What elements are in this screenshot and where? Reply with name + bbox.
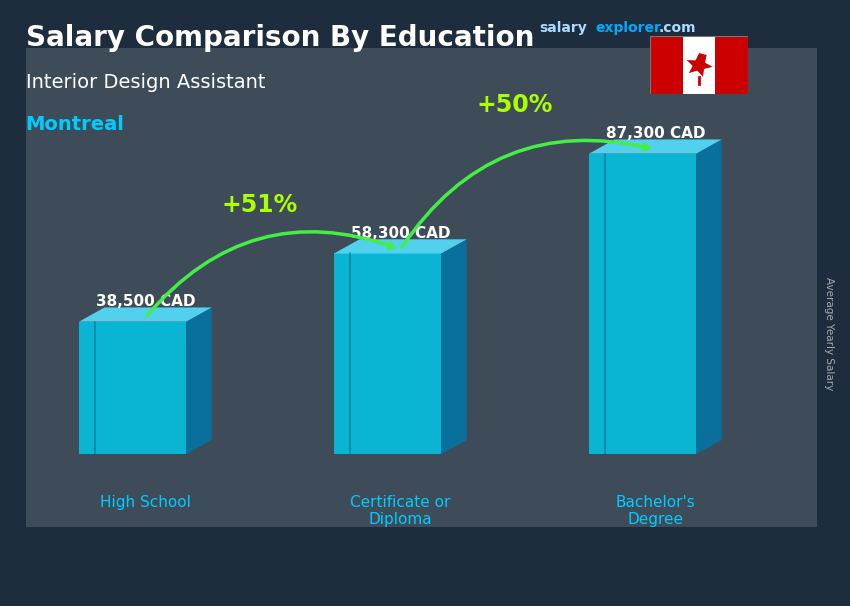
Polygon shape	[687, 53, 712, 77]
Polygon shape	[334, 253, 441, 454]
Text: 58,300 CAD: 58,300 CAD	[350, 226, 450, 241]
Text: +50%: +50%	[477, 93, 553, 117]
Text: Average Yearly Salary: Average Yearly Salary	[824, 277, 834, 390]
Text: 38,500 CAD: 38,500 CAD	[95, 295, 196, 310]
Polygon shape	[186, 307, 212, 454]
Polygon shape	[441, 239, 467, 454]
Text: .com: .com	[659, 21, 696, 35]
Text: Salary Comparison By Education: Salary Comparison By Education	[26, 24, 534, 52]
Text: Bachelor's
Degree: Bachelor's Degree	[615, 494, 695, 527]
Polygon shape	[79, 322, 186, 454]
Polygon shape	[79, 307, 212, 322]
Polygon shape	[589, 154, 696, 454]
Bar	[683, 36, 716, 94]
Text: High School: High School	[100, 494, 190, 510]
Text: explorer: explorer	[595, 21, 661, 35]
Text: Certificate or
Diploma: Certificate or Diploma	[350, 494, 450, 527]
Text: salary: salary	[540, 21, 587, 35]
Bar	[650, 36, 683, 94]
Text: +51%: +51%	[222, 193, 298, 217]
Polygon shape	[589, 139, 722, 154]
Polygon shape	[334, 239, 467, 253]
Text: 87,300 CAD: 87,300 CAD	[605, 127, 705, 141]
Polygon shape	[696, 139, 722, 454]
Text: Interior Design Assistant: Interior Design Assistant	[26, 73, 265, 92]
Bar	[716, 36, 748, 94]
Text: Montreal: Montreal	[26, 115, 124, 134]
